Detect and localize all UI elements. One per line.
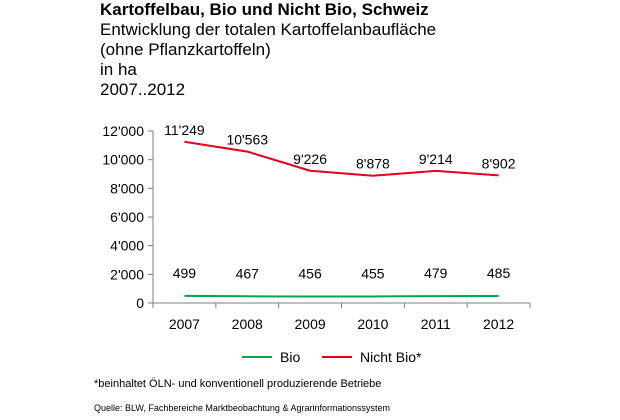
chart-subtitle-line-4: 2007..2012 [100,80,186,99]
data-label-bio: 455 [361,265,385,281]
data-label-nicht-bio: 9'214 [419,151,453,167]
y-tick-label: 0 [136,295,144,311]
series-line-bio [184,294,499,298]
data-label-bio: 479 [424,265,448,281]
x-tick-label: 2010 [357,316,388,332]
y-tick-label: 4'000 [110,238,144,254]
data-label-bio: 456 [298,265,322,281]
data-label-bio: 467 [236,265,260,281]
x-tick-label: 2011 [421,316,451,332]
x-tick-label: 2009 [295,316,326,332]
legend-label-nicht-bio: Nicht Bio* [360,349,422,365]
legend-label-bio: Bio [280,349,300,365]
data-label-nicht-bio: 8'902 [482,155,516,171]
y-tick-label: 10'000 [102,152,144,168]
chart-subtitle-line-1: Entwicklung der totalen Kartoffelanbaufl… [100,20,437,39]
y-tick-label: 2'000 [110,266,144,282]
data-label-nicht-bio: 8'878 [356,156,390,172]
x-tick-label: 2008 [232,316,263,332]
series-line-nicht-bio [184,140,499,177]
title-block: Kartoffelbau, Bio und Nicht Bio, Schweiz… [100,0,600,100]
footnote: *beinhaltet ÖLN- und konventionell produ… [94,378,382,390]
data-label-nicht-bio: 11'249 [164,122,205,138]
chart-subtitle-line-3: in ha [100,60,137,79]
data-label-bio: 485 [487,265,511,281]
x-tick-label: 2007 [169,316,200,332]
source-note: Quelle: BLW, Fachbereiche Marktbeobachtu… [94,403,390,413]
data-label-nicht-bio: 10'563 [226,132,268,148]
y-tick-label: 6'000 [110,209,144,225]
y-tick-label: 8'000 [110,180,144,196]
data-label-bio: 499 [173,265,197,281]
y-tick-label: 12'000 [102,123,144,139]
chart-subtitle-line-2: (ohne Pflanzkartoffeln) [100,40,271,59]
x-tick-label: 2012 [483,316,514,332]
chart-title: Kartoffelbau, Bio und Nicht Bio, Schweiz [100,0,429,19]
data-label-nicht-bio: 9'226 [293,151,327,167]
